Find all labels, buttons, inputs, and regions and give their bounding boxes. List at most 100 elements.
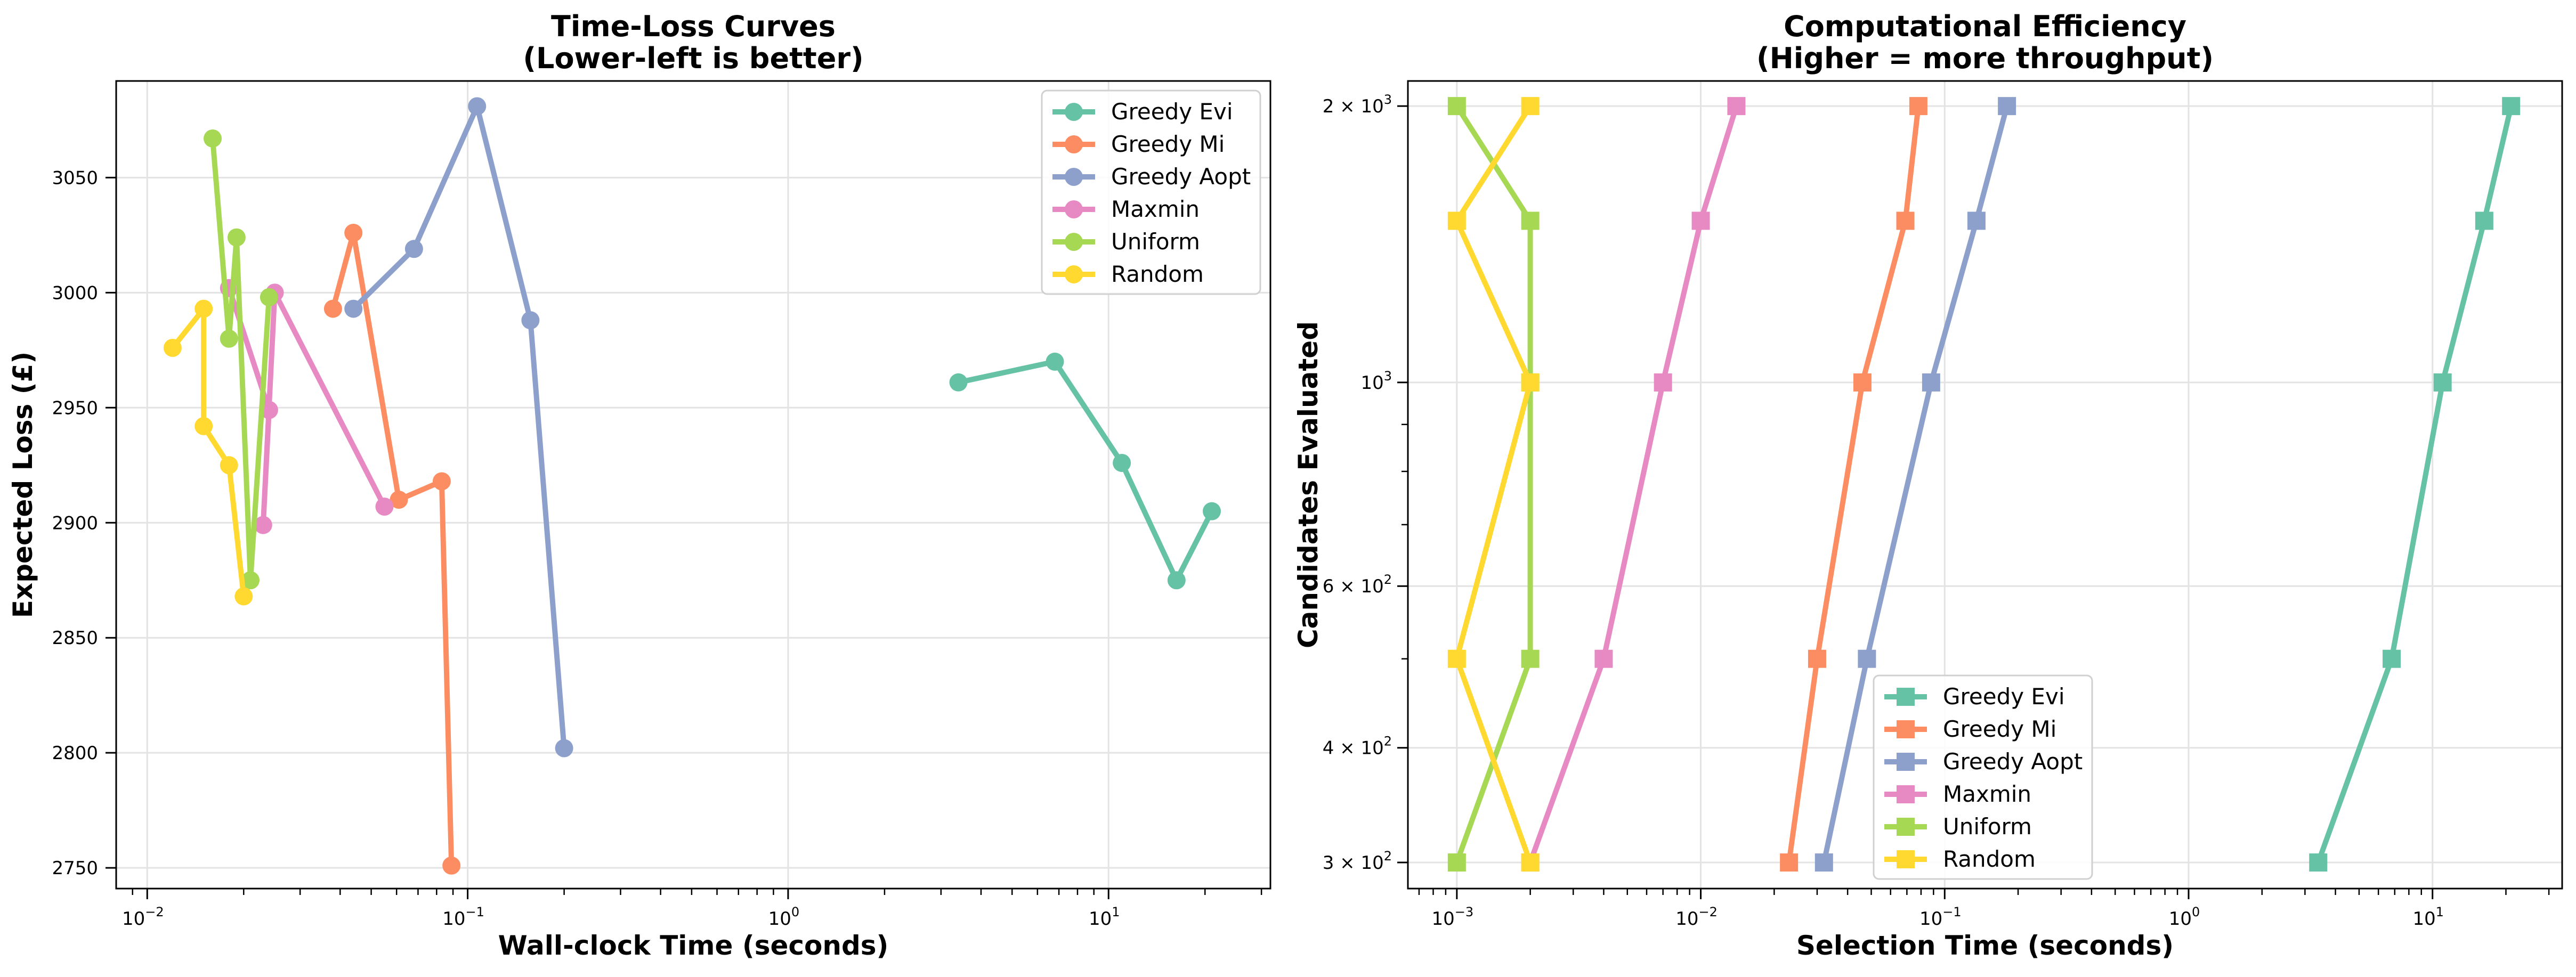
y-tick-label: 2750 [52, 858, 98, 879]
x-tick-label: 101 [1089, 905, 1120, 930]
data-point-marker [1909, 97, 1927, 116]
data-point-marker [2433, 373, 2452, 392]
legend-swatch-marker [1065, 103, 1083, 121]
x-tick-label-exponent: 0 [791, 905, 799, 919]
data-point-marker [521, 311, 540, 330]
x-tick-label: 10−2 [1675, 905, 1718, 930]
y-tick-label: 6 × 102 [1323, 572, 1392, 597]
x-tick-label: 101 [2412, 905, 2444, 930]
data-point-marker [1691, 211, 1710, 230]
legend-label: Maxmin [1111, 196, 1200, 222]
legend-swatch-marker [1897, 753, 1915, 771]
data-point-marker [1853, 373, 1872, 392]
legend-swatch-marker [1897, 785, 1915, 803]
x-tick-label: 100 [2169, 905, 2200, 930]
legend-swatch-marker [1897, 818, 1915, 836]
y-tick-label: 2800 [52, 743, 98, 764]
grid [116, 81, 1270, 889]
y-axis-label: Expected Loss (£) [7, 352, 38, 618]
data-point-marker [1521, 373, 1540, 392]
y-tick-label-base: 10 [1360, 372, 1383, 394]
data-point-marker [1967, 211, 1986, 230]
y-tick-label-exponent: 3 [1384, 369, 1392, 384]
legend-label: Greedy Mi [1943, 716, 2056, 742]
data-point-marker [1046, 352, 1064, 371]
chart-title: Time-Loss Curves [551, 10, 836, 43]
legend-swatch-marker [1897, 850, 1915, 868]
legend-swatch-marker [1065, 233, 1083, 251]
y-tick-label-times: × [1334, 576, 1360, 597]
legend-label: Greedy Evi [1943, 683, 2065, 710]
data-point-marker [1521, 853, 1540, 872]
data-point-marker [1521, 649, 1540, 668]
data-point-marker [432, 472, 451, 491]
data-point-marker [390, 491, 408, 509]
x-tick-label-exponent: −1 [466, 905, 484, 919]
chart-title: Computational Efficiency [1784, 10, 2186, 43]
y-tick-label-times: × [1334, 96, 1360, 117]
x-tick-label-base: 10 [2412, 908, 2435, 930]
x-tick-label-exponent: −1 [1942, 905, 1961, 919]
legend-swatch-marker [1065, 265, 1083, 283]
y-tick-label: 2850 [52, 628, 98, 649]
chart-subtitle: (Lower-left is better) [523, 42, 863, 75]
x-tick-label-exponent: 1 [1112, 905, 1120, 919]
legend: Greedy Evi Greedy Mi Greedy Aopt Maxmin Unif… [1873, 674, 2093, 880]
y-tick-label-mantissa: 6 [1323, 576, 1334, 597]
x-tick-label-base: 10 [1919, 908, 1942, 930]
data-point-marker [2475, 211, 2493, 230]
data-point-marker [1808, 649, 1826, 668]
legend-box [1873, 674, 2093, 880]
axes-frame [115, 80, 1271, 890]
data-point-marker [1521, 97, 1540, 116]
data-point-marker [344, 299, 363, 318]
x-tick-label-base: 10 [442, 908, 465, 930]
data-point-marker [1447, 211, 1466, 230]
data-point-marker [1727, 97, 1746, 116]
data-point-marker [1654, 373, 1672, 392]
y-tick-label-exponent: 2 [1384, 572, 1392, 587]
data-point-marker [2502, 97, 2521, 116]
x-tick-label-base: 10 [2169, 908, 2192, 930]
y-tick-label-times: × [1334, 738, 1360, 759]
x-tick-label-exponent: −2 [1699, 905, 1718, 919]
y-tick-label: 3050 [52, 167, 98, 189]
data-point-marker [375, 498, 394, 516]
data-point-marker [1814, 853, 1833, 872]
x-tick-label: 100 [768, 905, 800, 930]
data-point-marker [1521, 211, 1540, 230]
x-axis-label: Wall-clock Time (seconds) [498, 930, 889, 961]
y-tick-label-exponent: 2 [1384, 849, 1392, 864]
y-tick-label-base: 10 [1360, 576, 1383, 597]
x-tick-label-exponent: 1 [2436, 905, 2444, 919]
y-tick-label: 2950 [52, 397, 98, 419]
data-point-marker [195, 299, 213, 318]
legend-label: Uniform [1943, 813, 2032, 840]
legend-label: Random [1943, 846, 2036, 872]
data-point-marker [1998, 97, 2016, 116]
data-point-marker [220, 329, 238, 348]
chart-subtitle: (Higher = more throughput) [1756, 42, 2214, 75]
data-point-marker [949, 373, 968, 392]
data-point-marker [220, 456, 238, 475]
series-group [163, 97, 1221, 875]
y-tick-label-mantissa: 3 [1323, 852, 1334, 874]
data-point-marker [344, 224, 363, 242]
data-point-marker [468, 97, 487, 116]
y-axis-label: Candidates Evaluated [1293, 321, 1324, 648]
data-point-marker [1447, 649, 1466, 668]
data-point-marker [1113, 453, 1131, 472]
y-tick-label-exponent: 3 [1384, 92, 1392, 107]
y-tick-label-times: × [1334, 852, 1360, 874]
x-tick-label-base: 10 [768, 908, 791, 930]
legend-box [1041, 89, 1261, 295]
x-tick-label: 10−1 [442, 905, 484, 930]
data-point-marker [404, 240, 423, 258]
legend-label: Greedy Aopt [1943, 748, 2083, 775]
x-tick-label-base: 10 [122, 908, 145, 930]
y-tick-label-base: 10 [1360, 738, 1383, 759]
data-point-marker [1447, 97, 1466, 116]
data-point-marker [260, 288, 278, 306]
